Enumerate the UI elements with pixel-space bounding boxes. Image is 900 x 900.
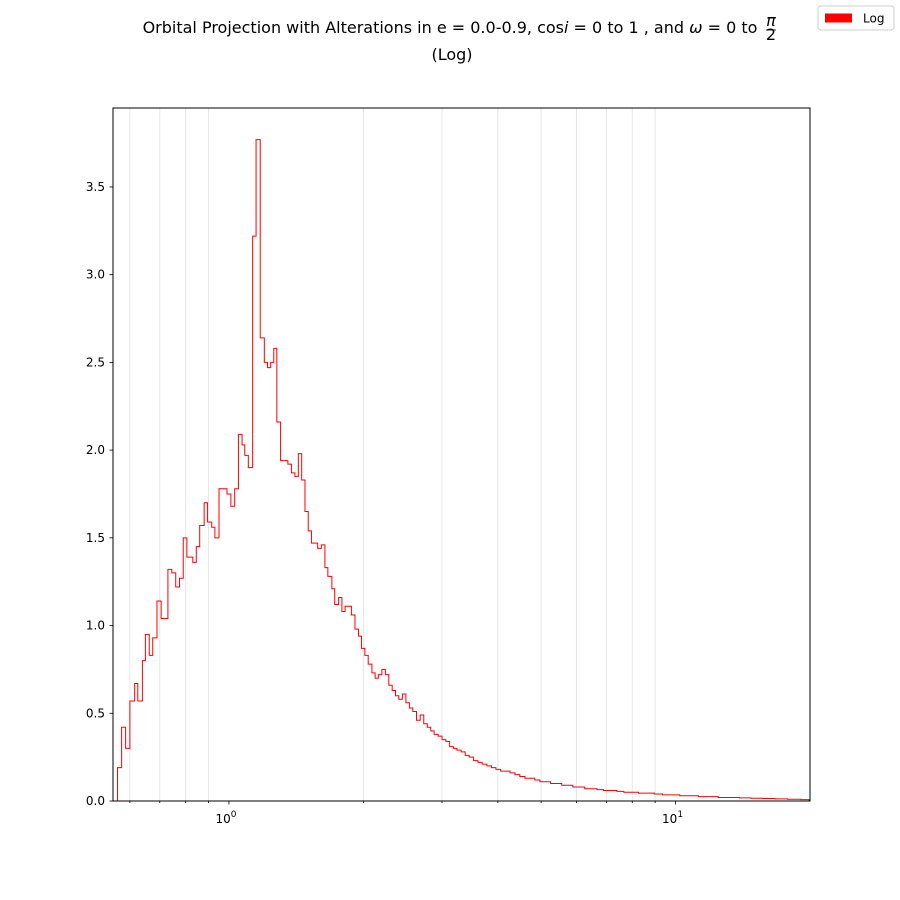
y-tick-label: 0.0 [86,794,105,808]
grid-layer [129,108,656,801]
y-tick-label: 3.0 [86,268,105,282]
chart-title: Orbital Projection with Alterations in e… [143,18,758,37]
y-tick-label: 2.0 [86,443,105,457]
legend: Log [817,5,895,31]
plot-frame [112,107,811,802]
chart-title-line2: (Log) [431,45,472,64]
svg-text:2: 2 [766,25,776,44]
axis-layer: 100 101 0.0 0.5 1.0 1.5 2.0 2.5 3.0 3.5 [86,180,683,826]
svg-text:π: π [766,11,776,30]
y-tick-label: 1.5 [86,531,105,545]
title-fraction: π 2 [766,11,776,44]
y-tick-label: 2.5 [86,355,105,369]
y-tick-label: 0.5 [86,706,105,720]
series-layer [116,139,810,802]
legend-swatch [825,13,852,23]
series-line-log [116,139,810,802]
y-tick-label: 3.5 [86,180,105,194]
x-tick-label: 101 [662,810,683,826]
y-tick-label: 1.0 [86,619,105,633]
x-tick-label: 100 [215,810,236,826]
legend-box [817,5,895,31]
legend-label: Log [863,12,884,26]
